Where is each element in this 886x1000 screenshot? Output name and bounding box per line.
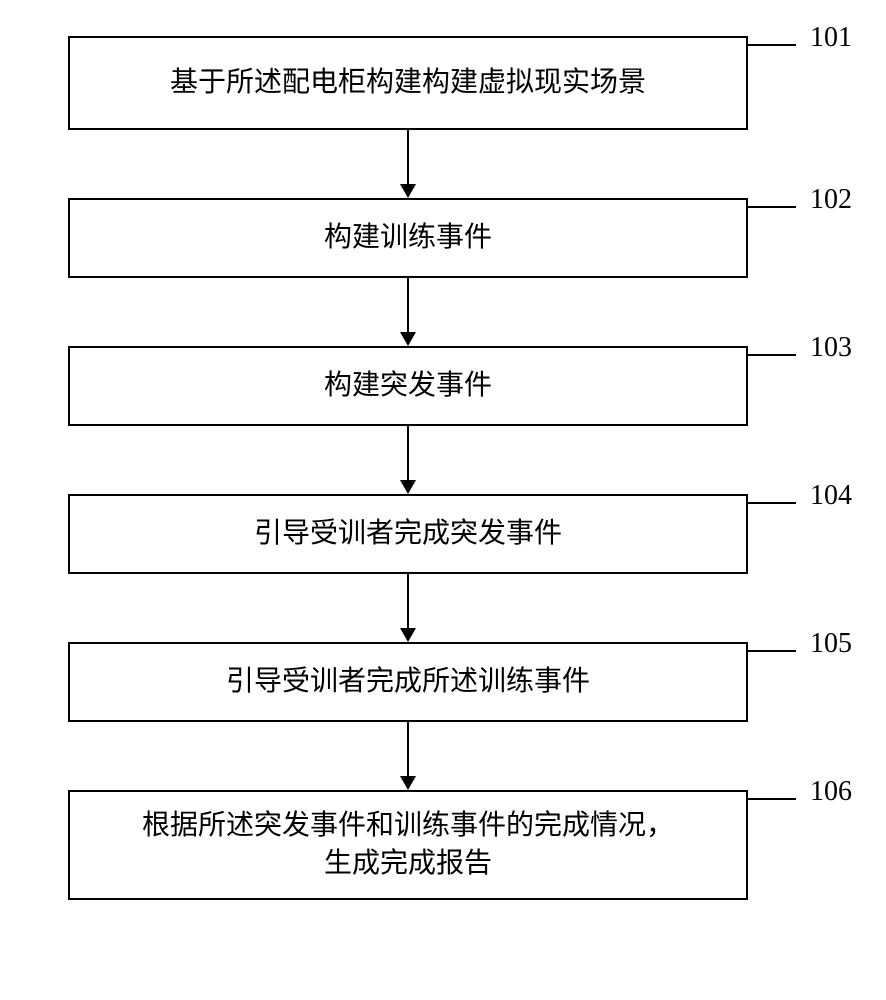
step-label-103: 103 [810, 332, 852, 364]
flow-node-101: 基于所述配电柜构建构建虚拟现实场景 [68, 36, 748, 130]
flow-node-text: 引导受训者完成突发事件 [254, 515, 562, 553]
arrow-head-icon [400, 480, 416, 494]
connector-line [407, 722, 409, 776]
step-label-102: 102 [810, 184, 852, 216]
flowchart-canvas: 基于所述配电柜构建构建虚拟现实场景 101 构建训练事件 102 构建突发事件 103 引导… [0, 0, 886, 1000]
step-label-105: 105 [810, 628, 852, 660]
flow-node-105: 引导受训者完成所述训练事件 [68, 642, 748, 722]
flow-node-text: 根据所述突发事件和训练事件的完成情况， 生成完成报告 [142, 807, 674, 883]
flow-node-102: 构建训练事件 [68, 198, 748, 278]
flow-node-text: 引导受训者完成所述训练事件 [226, 663, 590, 701]
leader-line [748, 206, 796, 208]
flow-node-103: 构建突发事件 [68, 346, 748, 426]
step-label-104: 104 [810, 480, 852, 512]
flow-node-text: 构建训练事件 [324, 219, 492, 257]
connector-line [407, 574, 409, 628]
arrow-head-icon [400, 628, 416, 642]
connector-line [407, 278, 409, 332]
step-label-106: 106 [810, 776, 852, 808]
flow-node-106: 根据所述突发事件和训练事件的完成情况， 生成完成报告 [68, 790, 748, 900]
flow-node-text: 基于所述配电柜构建构建虚拟现实场景 [170, 64, 646, 102]
arrow-head-icon [400, 332, 416, 346]
leader-line [748, 798, 796, 800]
flow-node-104: 引导受训者完成突发事件 [68, 494, 748, 574]
arrow-head-icon [400, 184, 416, 198]
leader-line [748, 502, 796, 504]
leader-line [748, 650, 796, 652]
connector-line [407, 426, 409, 480]
arrow-head-icon [400, 776, 416, 790]
connector-line [407, 130, 409, 184]
leader-line [748, 354, 796, 356]
leader-line [748, 44, 796, 46]
flow-node-text: 构建突发事件 [324, 367, 492, 405]
step-label-101: 101 [810, 22, 852, 54]
